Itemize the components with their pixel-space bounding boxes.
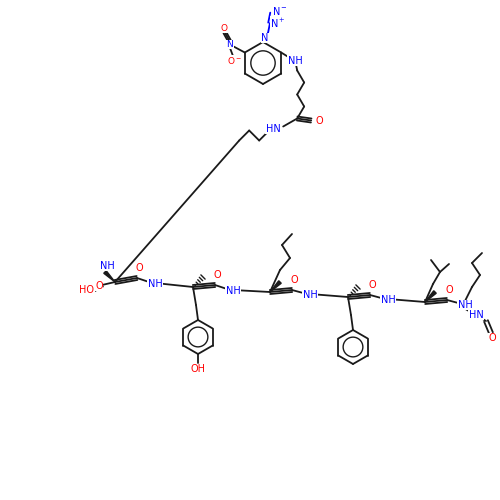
Text: N$^-$: N$^-$ xyxy=(272,5,288,17)
Text: OH: OH xyxy=(190,364,206,374)
Text: HN: HN xyxy=(266,124,280,134)
Text: O: O xyxy=(368,280,376,290)
Polygon shape xyxy=(104,271,115,282)
Text: N: N xyxy=(226,40,233,49)
Text: NH: NH xyxy=(148,279,162,289)
Text: O: O xyxy=(488,333,496,343)
Text: O: O xyxy=(290,275,298,285)
Text: O: O xyxy=(445,285,453,295)
Text: HO: HO xyxy=(80,285,94,295)
Text: O: O xyxy=(213,270,221,280)
Text: O: O xyxy=(135,263,143,273)
Text: NH: NH xyxy=(380,295,396,305)
Text: O: O xyxy=(316,116,323,126)
Text: NH: NH xyxy=(288,56,302,66)
Polygon shape xyxy=(425,291,436,302)
Text: N: N xyxy=(262,33,268,43)
Text: NH: NH xyxy=(100,261,114,271)
Text: O$^-$: O$^-$ xyxy=(228,55,242,66)
Text: N$^+$: N$^+$ xyxy=(270,16,286,30)
Text: NH: NH xyxy=(302,290,318,300)
Text: NH: NH xyxy=(458,300,472,310)
Text: HN: HN xyxy=(468,310,483,320)
Text: NH: NH xyxy=(226,286,240,296)
Text: O: O xyxy=(95,281,103,291)
Text: O: O xyxy=(220,24,228,33)
Polygon shape xyxy=(270,281,281,292)
